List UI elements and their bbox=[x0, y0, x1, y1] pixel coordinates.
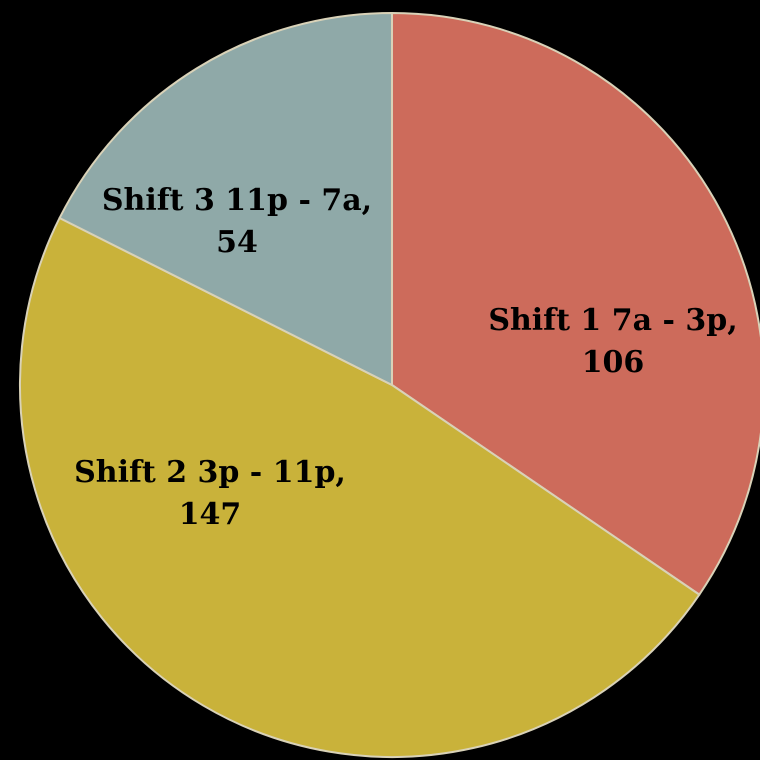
slice-label: Shift 2 3p - 11p, bbox=[74, 455, 346, 490]
slice-label: Shift 3 11p - 7a, bbox=[102, 183, 372, 218]
pie-slice bbox=[58, 12, 393, 386]
pie-slice bbox=[19, 216, 701, 758]
slice-value: 54 bbox=[216, 225, 258, 260]
pie-slice bbox=[391, 12, 760, 596]
slice-value: 147 bbox=[179, 497, 242, 532]
slice-label: Shift 1 7a - 3p, bbox=[488, 303, 737, 338]
slice-value: 106 bbox=[582, 345, 645, 380]
